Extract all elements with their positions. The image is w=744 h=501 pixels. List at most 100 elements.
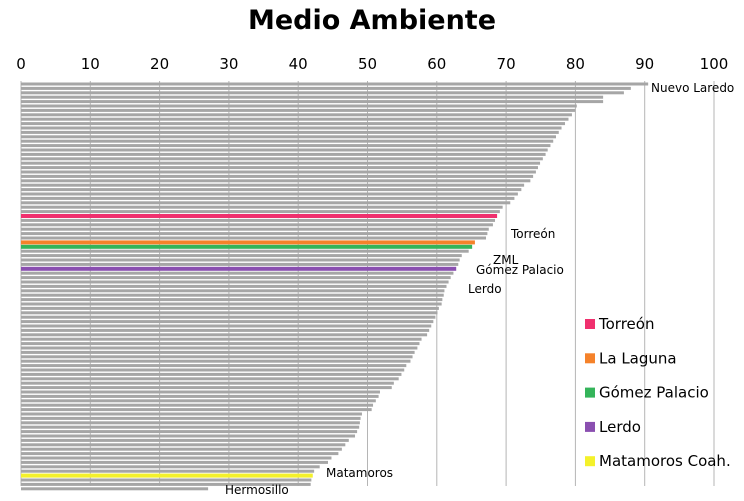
bar-annotation: Lerdo	[468, 282, 502, 296]
bar	[21, 306, 439, 310]
bar	[21, 487, 209, 491]
bar	[21, 223, 493, 227]
bar	[21, 205, 503, 209]
bar	[21, 232, 488, 236]
bar	[21, 179, 531, 183]
bar	[21, 276, 451, 280]
bar	[21, 425, 360, 429]
bar	[21, 390, 380, 394]
bar	[21, 126, 562, 130]
bar-annotation: Gómez Palacio	[476, 263, 564, 277]
bar	[21, 244, 473, 249]
x-tick-label: 50	[358, 55, 377, 73]
bar	[21, 201, 511, 205]
bar	[21, 91, 624, 95]
legend-swatch	[585, 456, 595, 467]
bar	[21, 298, 443, 302]
bar	[21, 210, 500, 214]
bar	[21, 95, 604, 99]
legend-label: Matamoros Coah.	[599, 452, 731, 470]
bar	[21, 394, 379, 398]
bar	[21, 227, 489, 231]
bar	[21, 438, 349, 442]
bar	[21, 473, 313, 478]
bar	[21, 381, 394, 385]
legend-label: Lerdo	[599, 418, 641, 436]
x-tick-label: 100	[700, 55, 729, 73]
legend-swatch	[585, 353, 595, 364]
bar-annotation: Nuevo Laredo	[651, 81, 734, 95]
bar	[21, 86, 631, 90]
bar	[21, 188, 522, 192]
x-tick-label: 10	[81, 55, 100, 73]
x-tick-label: 70	[497, 55, 516, 73]
bar	[21, 161, 541, 165]
bar	[21, 465, 320, 469]
bar	[21, 350, 415, 354]
bar	[21, 320, 434, 324]
bar	[21, 302, 442, 306]
x-tick-label: 40	[289, 55, 308, 73]
bar-annotation: Hermosillo	[225, 483, 289, 497]
bar	[21, 284, 447, 288]
bar	[21, 333, 428, 337]
legend-label: Torreón	[598, 315, 654, 333]
bar	[21, 342, 420, 346]
bar	[21, 482, 311, 486]
bar	[21, 130, 559, 134]
bar	[21, 377, 399, 381]
bar	[21, 355, 413, 359]
bar-annotation: Torreón	[510, 227, 555, 241]
bar	[21, 430, 358, 434]
bar	[21, 262, 459, 266]
bar	[21, 214, 498, 218]
bar	[21, 170, 536, 174]
bar	[21, 271, 454, 275]
bar	[21, 236, 487, 240]
x-tick-label: 30	[219, 55, 238, 73]
bar	[21, 166, 538, 170]
bar	[21, 139, 554, 143]
bar	[21, 337, 422, 341]
bar	[21, 100, 604, 104]
bar	[21, 386, 392, 390]
bar	[21, 460, 328, 464]
x-tick-label: 20	[150, 55, 169, 73]
bar	[21, 174, 534, 178]
bar	[21, 469, 315, 473]
x-tick-label: 0	[16, 55, 26, 73]
bar	[21, 82, 649, 86]
bar	[21, 328, 430, 332]
bar	[21, 403, 374, 407]
bar	[21, 408, 372, 412]
legend-swatch	[585, 387, 595, 398]
chart-title: Medio Ambiente	[248, 5, 496, 36]
bar	[21, 359, 411, 363]
legend-swatch	[585, 319, 595, 329]
bar	[21, 104, 577, 108]
bar	[21, 311, 438, 315]
bar	[21, 183, 525, 187]
legend-label: Gómez Palacio	[599, 384, 709, 402]
bar	[21, 117, 569, 121]
bar	[21, 122, 566, 126]
bar	[21, 452, 339, 456]
bar	[21, 421, 360, 425]
legend-swatch	[585, 421, 595, 432]
bar	[21, 157, 543, 161]
bar-annotation: Matamoros	[326, 466, 393, 480]
bar	[21, 113, 572, 117]
bar	[21, 196, 515, 200]
legend-label: La Laguna	[599, 349, 677, 367]
bar	[21, 218, 496, 222]
bar	[21, 293, 444, 297]
bar	[21, 148, 548, 152]
x-tick-label: 80	[566, 55, 585, 73]
bar-annotation: ZML	[493, 253, 519, 267]
bar	[21, 372, 402, 376]
x-tick-label: 90	[635, 55, 654, 73]
bar	[21, 478, 312, 482]
bar	[21, 434, 356, 438]
